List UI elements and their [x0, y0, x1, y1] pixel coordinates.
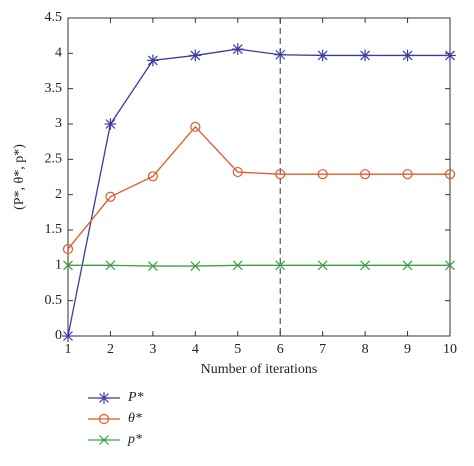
marker	[444, 49, 456, 62]
marker	[190, 261, 201, 271]
y-tick-label: 2.5	[45, 152, 63, 167]
x-axis-label: Number of iterations	[201, 362, 318, 377]
marker	[99, 435, 109, 445]
x-tick-label: 9	[404, 342, 411, 357]
marker	[105, 191, 116, 202]
marker	[274, 48, 287, 61]
marker	[62, 330, 74, 342]
marker	[98, 413, 110, 425]
marker	[62, 243, 74, 255]
marker	[105, 260, 116, 271]
marker	[402, 260, 413, 271]
series-line	[67, 48, 450, 337]
plot-frame	[67, 17, 451, 337]
marker	[147, 261, 158, 271]
y-tick-label: 3	[55, 116, 62, 131]
marker-stroke	[232, 260, 243, 271]
y-tick-label: 0.5	[45, 293, 63, 308]
marker	[232, 260, 243, 271]
x-tick-label: 2	[107, 342, 114, 357]
x-tick-label: 3	[149, 342, 156, 357]
marker-shape	[98, 413, 110, 425]
y-tick-label: 4	[55, 46, 62, 61]
marker	[317, 169, 328, 180]
marker	[445, 260, 455, 271]
marker-stroke	[275, 260, 286, 271]
marker	[317, 260, 328, 271]
marker	[147, 54, 159, 67]
legend-label: p*	[127, 432, 142, 447]
marker-shape	[360, 169, 371, 180]
x-tick-label: 7	[319, 342, 326, 357]
x-tick-label: 6	[277, 342, 284, 357]
marker-stroke	[147, 261, 158, 271]
marker	[275, 260, 286, 271]
legend-label: θ*	[128, 411, 142, 426]
marker-stroke	[99, 435, 109, 445]
marker-stroke	[360, 260, 371, 271]
y-axis-label: (P*, θ*, p*)	[12, 144, 27, 210]
x-tick-label: 1	[65, 342, 72, 357]
marker-shape	[105, 191, 116, 202]
marker-shape	[232, 166, 243, 178]
y-tick-label: 1	[55, 258, 62, 273]
marker	[63, 260, 73, 271]
marker-shape	[402, 169, 413, 180]
series-line	[68, 264, 450, 267]
y-tick-label: 2	[55, 187, 62, 202]
series-line	[67, 125, 450, 250]
marker	[316, 49, 329, 62]
marker-stroke	[190, 261, 201, 271]
marker-shape	[275, 169, 286, 180]
marker-stroke	[105, 260, 116, 271]
y-tick-label: 0	[55, 328, 62, 343]
marker-shape	[444, 169, 456, 180]
marker-stroke	[445, 260, 455, 271]
marker-stroke	[63, 260, 73, 271]
marker	[444, 169, 456, 180]
marker	[189, 49, 202, 62]
marker	[98, 392, 110, 404]
marker-shape	[317, 169, 328, 180]
y-tick-label: 1.5	[45, 222, 63, 237]
legend-label: P*	[127, 390, 144, 405]
marker-shape	[62, 243, 74, 255]
x-tick-label: 5	[234, 342, 241, 357]
marker	[275, 169, 286, 180]
marker	[359, 49, 371, 62]
y-tick-label: 3.5	[45, 81, 63, 96]
x-tick-label: 8	[362, 342, 369, 357]
marker	[360, 260, 371, 271]
x-tick-label: 4	[192, 342, 199, 357]
marker-stroke	[402, 260, 413, 271]
marker	[231, 43, 244, 55]
marker	[402, 169, 413, 180]
marker	[190, 121, 201, 132]
marker	[232, 166, 243, 178]
marker-shape	[190, 121, 201, 132]
marker	[360, 169, 371, 180]
marker	[147, 171, 158, 182]
x-tick-label: 10	[443, 342, 457, 357]
marker-stroke	[317, 260, 328, 271]
marker-shape	[147, 171, 158, 182]
marker	[401, 49, 414, 62]
y-tick-label: 4.5	[45, 10, 63, 25]
marker	[104, 118, 117, 130]
